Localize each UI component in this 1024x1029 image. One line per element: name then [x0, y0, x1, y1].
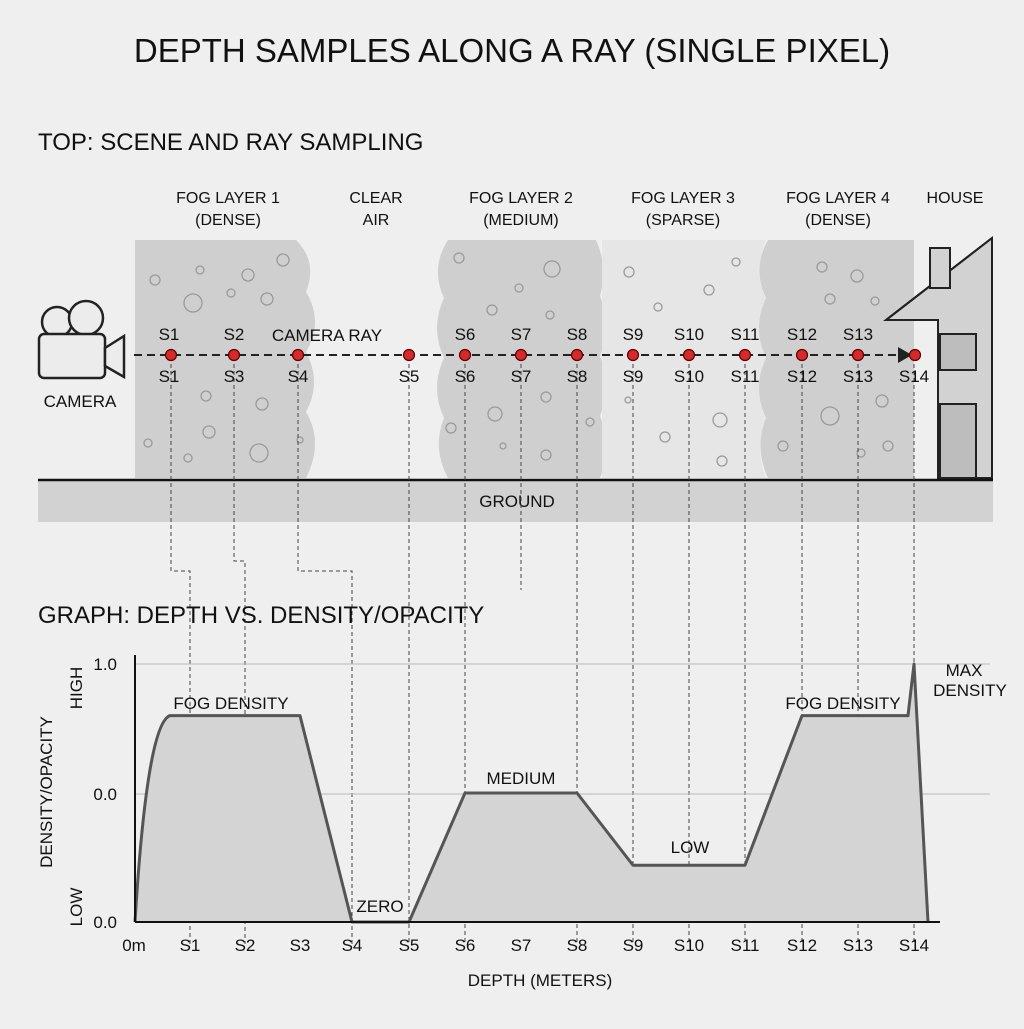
camera-ray-label: CAMERA RAY	[272, 326, 382, 345]
graph-annotations: FOG DENSITY ZERO MEDIUM LOW FOG DENSITY …	[173, 661, 1006, 916]
region-fog2-label: FOG LAYER 2	[469, 190, 573, 207]
x-tick-label: S4	[342, 936, 363, 955]
x-tick-label: S10	[674, 936, 704, 955]
lower-sample-label: S13	[843, 367, 873, 386]
upper-sample-label: S6	[455, 325, 476, 344]
lower-sample-label: S1	[159, 367, 180, 386]
camera-icon	[37, 299, 126, 380]
upper-sample-label: S10	[674, 325, 704, 344]
upper-sample-label: S11	[731, 325, 760, 344]
x-tick-label: S9	[623, 936, 644, 955]
x-tick-label: S2	[235, 936, 256, 955]
annotation-density: DENSITY	[933, 681, 1007, 700]
sample-points	[164, 348, 922, 362]
x-tick-label: S8	[567, 936, 588, 955]
lower-sample-label: S6	[455, 367, 476, 386]
lower-sample-label: S8	[567, 367, 588, 386]
annotation-fog-density-1: FOG DENSITY	[173, 694, 288, 713]
lower-sample-label: S12	[787, 367, 817, 386]
annotation-zero: ZERO	[356, 897, 403, 916]
lower-sample-label: S7	[511, 367, 532, 386]
annotation-medium: MEDIUM	[487, 769, 556, 788]
x-tick-label: S3	[290, 936, 311, 955]
ray-arrowhead	[898, 347, 912, 363]
y-tick-label: 1.0	[93, 655, 117, 674]
region-house-label: HOUSE	[927, 190, 984, 207]
house-chimney	[929, 247, 951, 289]
annotation-max: MAX	[946, 661, 983, 680]
upper-sample-label: S8	[567, 325, 588, 344]
upper-sample-label: S7	[511, 325, 532, 344]
x-tick-label: S14	[899, 936, 929, 955]
region-fog4-sublabel: (DENSE)	[805, 212, 871, 229]
upper-sample-label: S9	[623, 325, 644, 344]
ground: GROUND	[38, 478, 993, 522]
upper-sample-label: S13	[843, 325, 873, 344]
region-clear-label: CLEAR	[349, 190, 402, 207]
lower-sample-label: S5	[399, 367, 420, 386]
y-tick-label: 0.0	[93, 785, 117, 804]
x-axis-title: DEPTH (METERS)	[468, 971, 613, 990]
y-tick-label: 0.0	[93, 913, 117, 932]
house	[883, 235, 993, 479]
lower-sample-label: S14	[899, 367, 929, 386]
x-axis-ticks: 0m S1 S2 S3 S4 S5 S6 S7 S8 S9 S10 S11 S12 S13 S14	[122, 936, 929, 955]
upper-sample-labels: S1 S2 S6 S7 S8 S9 S10 S11 S12 S13	[159, 325, 874, 344]
graph-section-heading: GRAPH: DEPTH VS. DENSITY/OPACITY	[38, 602, 484, 629]
page-title: DEPTH SAMPLES ALONG A RAY (SINGLE PIXEL)	[134, 32, 890, 69]
region-fog1-sublabel: (DENSE)	[195, 212, 261, 229]
lower-sample-label: S10	[674, 367, 704, 386]
x-tick-label: S13	[843, 936, 873, 955]
lower-sample-label: S9	[623, 367, 644, 386]
y-axis-labels: 1.0 0.0 0.0 HIGH LOW DENSITY/OPACITY	[37, 655, 117, 932]
region-clear-sublabel: AIR	[363, 212, 390, 229]
density-curve	[133, 662, 930, 924]
top-section-heading: TOP: SCENE AND RAY SAMPLING	[38, 129, 423, 156]
region-labels: FOG LAYER 1 (DENSE) CLEAR AIR FOG LAYER …	[176, 190, 983, 229]
fog-layer-4	[759, 240, 914, 478]
y-high-label: HIGH	[67, 667, 86, 710]
fog-layer-1	[135, 240, 315, 478]
x-tick-label: S5	[399, 936, 420, 955]
upper-sample-label: S2	[224, 325, 245, 344]
upper-sample-label: S1	[159, 325, 180, 344]
house-door	[939, 403, 977, 479]
lower-sample-labels: S1 S3 S4 S5 S6 S7 S8 S9 S10 S11 S12 S13 …	[159, 367, 930, 386]
fog-layers	[135, 240, 914, 478]
graph-axes	[134, 655, 940, 923]
camera-label: CAMERA	[44, 392, 117, 411]
lower-sample-label: S3	[224, 367, 245, 386]
house-window	[939, 333, 977, 371]
x-tick-label: 0m	[122, 936, 146, 955]
lower-sample-label: S4	[288, 367, 309, 386]
ground-band	[38, 480, 993, 522]
lower-sample-label: S11	[731, 367, 760, 386]
x-tick-label: S7	[511, 936, 532, 955]
x-tick-label: S1	[180, 936, 201, 955]
ground-label: GROUND	[479, 492, 555, 511]
region-fog3-label: FOG LAYER 3	[631, 190, 735, 207]
upper-sample-label: S12	[787, 325, 817, 344]
fog-particles	[143, 252, 894, 467]
y-axis-title: DENSITY/OPACITY	[37, 716, 56, 868]
x-tick-label: S6	[455, 936, 476, 955]
x-tick-label: S12	[787, 936, 817, 955]
region-fog2-sublabel: (MEDIUM)	[483, 212, 559, 229]
fog-layer-3	[602, 240, 766, 478]
annotation-low: LOW	[671, 838, 710, 857]
region-fog1-label: FOG LAYER 1	[176, 190, 280, 207]
region-fog4-label: FOG LAYER 4	[786, 190, 890, 207]
y-low-label: LOW	[67, 888, 86, 927]
x-tick-label: S11	[731, 936, 760, 955]
annotation-fog-density-4: FOG DENSITY	[785, 694, 900, 713]
region-fog3-sublabel: (SPARSE)	[646, 212, 720, 229]
